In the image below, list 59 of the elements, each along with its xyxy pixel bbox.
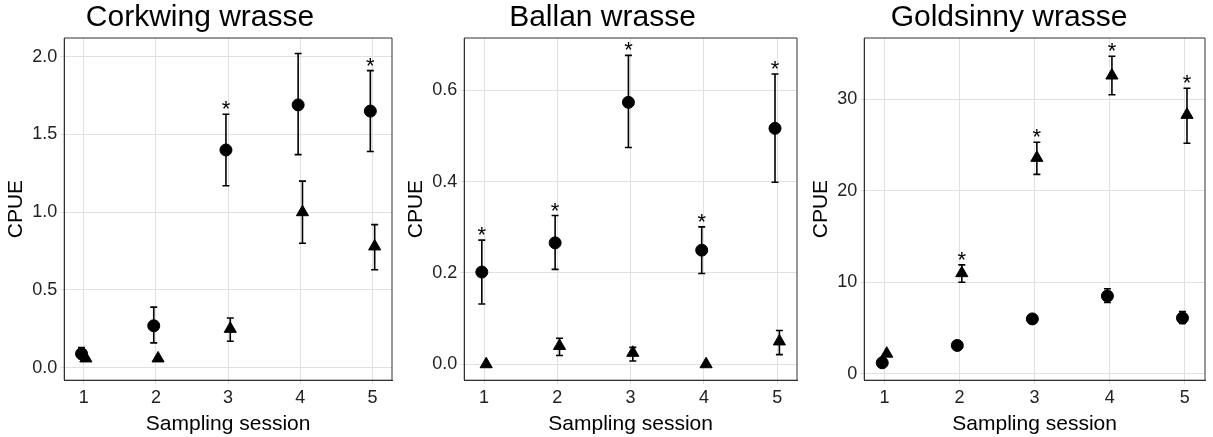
x-tick-label: 2 [150,386,161,407]
annotation: * [624,37,634,63]
y-tick-label: 30 [837,88,858,109]
y-axis-title: CPUE [3,179,27,239]
y-tick-label: 2.0 [32,45,58,66]
y-tick-label: 0 [847,362,858,383]
point [368,238,382,251]
x-tick-label: 3 [223,386,234,407]
point [950,338,964,352]
annotation: * [770,56,780,82]
annotation: * [697,208,707,234]
x-tick-label: 1 [78,386,89,407]
y-tick-label: 0.0 [32,356,58,377]
y-tick-label: 0.2 [432,261,458,282]
x-tick-label: 1 [879,386,890,407]
x-axis-title: Sampling session [548,411,713,435]
y-axis-title: CPUE [808,179,832,239]
point [363,104,377,118]
x-axis-title: Sampling session [952,411,1117,435]
x-axis-title: Sampling session [145,411,311,435]
point [875,356,889,370]
y-tick-label: 0.5 [32,278,58,299]
x-tick-label: 3 [625,386,636,407]
point [151,350,165,363]
annotation: * [1032,124,1042,150]
chart-title: Goldsinny wrasse [890,0,1128,33]
x-tick-label: 5 [772,386,783,407]
y-tick-label: 1.5 [32,123,58,144]
x-tick-label: 5 [1179,386,1190,407]
x-tick-label: 5 [367,386,378,407]
y-axis-title: CPUE [403,179,427,239]
chart-title: Corkwing wrasse [85,0,315,33]
annotation: * [477,222,487,248]
y-tick-label: 10 [837,271,858,292]
x-tick-label: 3 [1029,386,1040,407]
point [621,95,635,109]
x-tick-label: 2 [552,386,563,407]
annotation: * [550,197,560,223]
annotation: * [1182,70,1192,96]
y-tick-label: 1.0 [32,201,58,222]
point [699,356,713,369]
point [880,346,894,358]
point [772,333,786,346]
y-tick-label: 0.6 [432,79,458,100]
annotation: * [221,96,231,122]
x-tick-label: 2 [954,386,965,407]
chart-title: Ballan wrasse [509,0,696,33]
annotation: * [366,52,376,78]
y-tick-label: 20 [837,179,858,200]
x-tick-label: 4 [295,386,306,407]
point [552,338,567,350]
annotation: * [957,246,967,272]
point [479,356,493,369]
annotation: * [1107,38,1117,64]
x-tick-label: 1 [479,386,490,407]
x-tick-label: 4 [1104,386,1115,407]
x-tick-label: 4 [698,386,709,407]
y-tick-label: 0.4 [432,170,458,191]
y-tick-label: 0.0 [432,353,458,374]
